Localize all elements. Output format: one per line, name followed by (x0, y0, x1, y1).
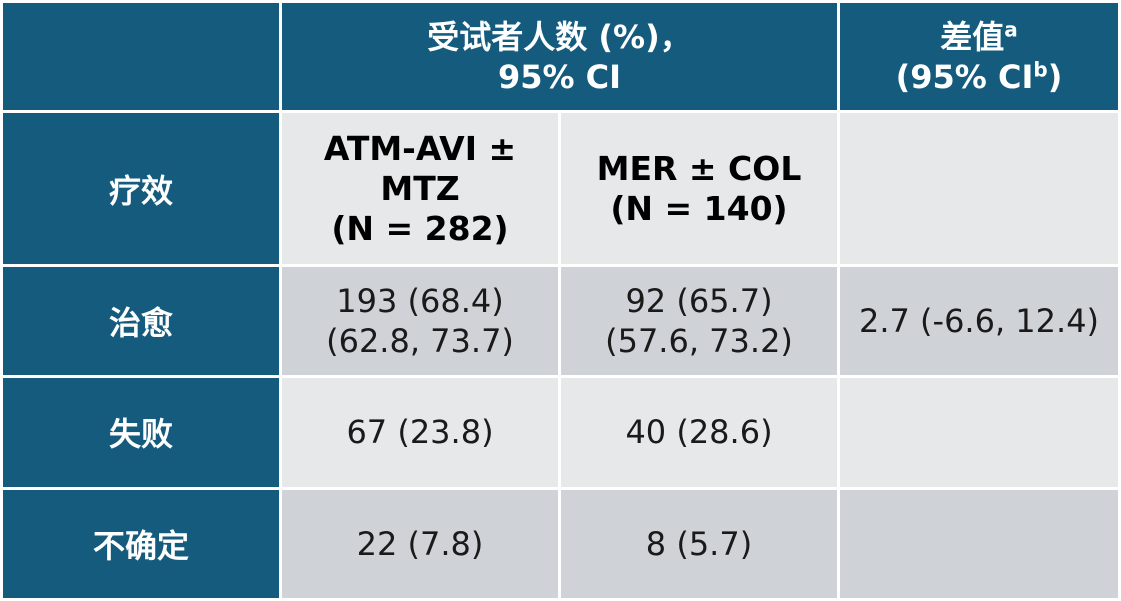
cell-cure-col2: 92 (65.7) (57.6, 73.2) (561, 266, 837, 376)
row-label-cure: 治愈 (3, 266, 279, 376)
subheader-col1-line3: (N = 282) (331, 208, 509, 248)
row-label-indeterminate: 不确定 (3, 489, 279, 598)
subheader-col2: MER ± COL (N = 140) (561, 113, 837, 264)
cell-cure-col2-line2: (57.6, 73.2) (605, 322, 793, 361)
subheader-col2-line1: MER ± COL (596, 148, 802, 188)
header-group-line2: 95% CI (497, 57, 622, 96)
header-diff-line2: (95% CIb) (840, 57, 1118, 97)
subheader-col1: ATM-AVI ± MTZ (N = 282) (282, 113, 558, 264)
subheader-col1-line2: MTZ (380, 168, 460, 208)
cell-indeterminate-col1: 22 (7.8) (282, 489, 558, 598)
cell-failure-col1: 67 (23.8) (282, 378, 558, 487)
header-diff-ci-pre: (95% CI (895, 57, 1034, 96)
cell-indeterminate-diff (840, 489, 1118, 598)
header-diff-ci-post: ) (1047, 57, 1063, 96)
subheader-col1-line1: ATM-AVI ± (323, 128, 517, 168)
header-diff-cell: 差值a (95% CIb) (840, 3, 1118, 111)
row-label-efficacy: 疗效 (3, 113, 279, 264)
cell-cure-col1: 193 (68.4) (62.8, 73.7) (282, 266, 558, 376)
header-empty-cell (3, 3, 279, 111)
header-group-cell: 受试者人数 (%)， 95% CI (282, 3, 837, 111)
table-row: 不确定 22 (7.8) 8 (5.7) (3, 489, 1118, 598)
cell-failure-col2: 40 (28.6) (561, 378, 837, 487)
table-row: 失败 67 (23.8) 40 (28.6) (3, 378, 1118, 487)
header-diff-text: 差值 (940, 17, 1005, 56)
subheader-row: 疗效 ATM-AVI ± MTZ (N = 282) MER ± COL (N … (3, 113, 1118, 264)
row-label-failure: 失败 (3, 378, 279, 487)
header-diff-ci-sup: b (1033, 57, 1048, 82)
header-diff-sup: a (1004, 17, 1018, 42)
cell-cure-col1-line1: 193 (68.4) (336, 282, 504, 321)
cell-cure-col1-line2: (62.8, 73.7) (326, 322, 514, 361)
cell-indeterminate-col2: 8 (5.7) (561, 489, 837, 598)
cell-cure-col2-line1: 92 (65.7) (625, 282, 773, 321)
cell-cure-diff: 2.7 (-6.6, 12.4) (840, 266, 1118, 376)
header-group-line1: 受试者人数 (%)， (427, 17, 692, 56)
table-row: 治愈 193 (68.4) (62.8, 73.7) 92 (65.7) (57… (3, 266, 1118, 376)
header-row: 受试者人数 (%)， 95% CI 差值a (95% CIb) (3, 3, 1118, 111)
cell-failure-diff (840, 378, 1118, 487)
header-diff-line1: 差值a (840, 17, 1118, 57)
subheader-diff-empty (840, 113, 1118, 264)
subheader-col2-line2: (N = 140) (610, 188, 788, 228)
